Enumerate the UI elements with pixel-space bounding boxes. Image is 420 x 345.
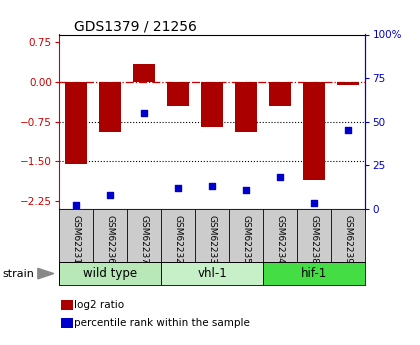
Text: GSM62236: GSM62236 [105, 215, 114, 264]
Text: GSM62234: GSM62234 [276, 215, 285, 264]
Bar [303, 82, 326, 180]
Text: GSM62237: GSM62237 [139, 215, 148, 264]
Text: GSM62233: GSM62233 [207, 215, 217, 264]
Bar [337, 82, 360, 85]
Text: hif-1: hif-1 [301, 267, 328, 280]
Bar [59, 262, 161, 285]
Bar [133, 63, 155, 82]
Point [345, 128, 352, 133]
Text: wild type: wild type [83, 267, 137, 280]
Bar [65, 82, 87, 164]
Text: vhl-1: vhl-1 [197, 267, 227, 280]
Text: GSM62232: GSM62232 [173, 215, 183, 264]
Text: GSM62231: GSM62231 [71, 215, 80, 264]
Text: GSM62238: GSM62238 [310, 215, 319, 264]
Point [73, 203, 79, 208]
Point [107, 192, 113, 198]
Text: GSM62235: GSM62235 [241, 215, 251, 264]
Polygon shape [38, 268, 54, 279]
Text: GDS1379 / 21256: GDS1379 / 21256 [74, 19, 197, 33]
Point [243, 187, 249, 192]
Point [175, 185, 181, 190]
Text: log2 ratio: log2 ratio [74, 300, 123, 310]
Point [277, 175, 284, 180]
Bar [235, 82, 257, 132]
Bar [201, 82, 223, 127]
Point [311, 201, 318, 206]
Bar [99, 82, 121, 132]
Text: percentile rank within the sample: percentile rank within the sample [74, 318, 249, 328]
Text: GSM62239: GSM62239 [344, 215, 353, 264]
Point [209, 183, 215, 189]
Point [141, 110, 147, 116]
Bar [269, 82, 291, 106]
Bar [161, 262, 263, 285]
Text: strain: strain [2, 269, 34, 278]
Bar [167, 82, 189, 106]
Bar [263, 262, 365, 285]
